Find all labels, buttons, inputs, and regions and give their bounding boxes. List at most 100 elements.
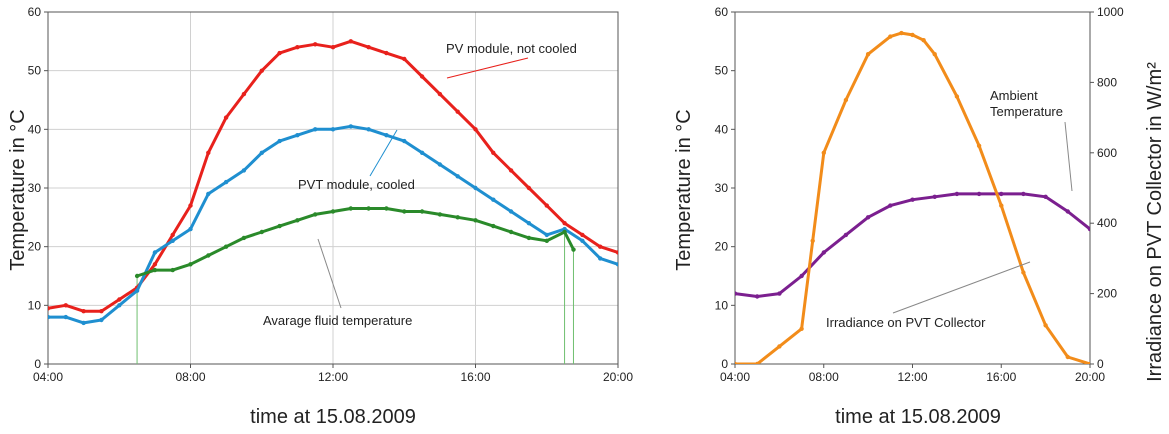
series-point — [170, 238, 175, 243]
right-plot-area — [735, 30, 1090, 364]
y-tick-label: 40 — [715, 122, 729, 136]
series-point — [999, 191, 1004, 197]
series-point — [295, 45, 300, 50]
y-tick-label: 50 — [28, 64, 42, 78]
right-series — [735, 30, 1090, 364]
series-point — [134, 273, 140, 279]
y-tick-label: 20 — [715, 240, 729, 254]
y-tick-label: 0 — [721, 357, 728, 371]
series-point — [348, 124, 353, 129]
series-point — [241, 168, 247, 173]
y2-tick-label: 1000 — [1097, 5, 1124, 19]
series-point — [954, 94, 960, 99]
series-line-2 — [135, 207, 575, 278]
x-tick-label: 16:00 — [986, 370, 1016, 384]
series-point — [402, 209, 407, 214]
y-tick-label: 50 — [715, 64, 729, 78]
series-point — [295, 218, 300, 223]
left-plot-area — [48, 39, 618, 364]
series-point — [899, 30, 904, 36]
left-y-ticks: 0 10 20 30 40 50 60 — [28, 5, 48, 371]
right-y-ticks: 0 10 20 30 40 50 60 — [715, 5, 735, 371]
series-point — [473, 185, 478, 191]
series-point — [473, 218, 478, 223]
series-point — [615, 250, 618, 255]
series-point — [755, 361, 760, 364]
series-point — [206, 191, 211, 197]
series-point — [777, 291, 782, 296]
series-point — [562, 229, 567, 235]
series-point — [241, 91, 247, 97]
series-point — [508, 209, 514, 214]
y-tick-label: 60 — [715, 5, 729, 19]
series-point — [223, 115, 229, 120]
series-point — [99, 317, 104, 323]
annotation-ambient-line2: Temperature — [990, 104, 1063, 119]
series-point — [313, 212, 318, 217]
y-tick-label: 20 — [28, 240, 42, 254]
y2-tick-label: 400 — [1097, 216, 1117, 230]
x-tick-label: 20:00 — [603, 370, 633, 384]
series-point — [810, 238, 815, 243]
y-tick-label: 10 — [715, 298, 729, 312]
annotation-irradiance: Irradiance on PVT Collector — [826, 315, 986, 330]
series-point — [473, 127, 478, 132]
series-point — [455, 215, 460, 220]
series-point — [223, 179, 229, 185]
series-point — [491, 223, 496, 229]
series-point — [755, 294, 760, 299]
series-point — [259, 229, 264, 235]
annotation-leader-pv — [446, 57, 529, 79]
series-point — [134, 288, 140, 293]
series-point — [1043, 194, 1048, 199]
x-tick-label: 12:00 — [897, 370, 927, 384]
series-point — [419, 150, 425, 155]
left-drop-lines — [136, 232, 574, 364]
series-point — [921, 38, 926, 43]
series-point — [152, 267, 158, 273]
x-tick-label: 12:00 — [318, 370, 348, 384]
series-point — [491, 197, 496, 202]
right-y2-ticks: 0 200 400 600 800 1000 — [1090, 5, 1124, 371]
series-point — [63, 314, 68, 320]
series-point — [1087, 226, 1090, 232]
series-point — [419, 74, 425, 79]
series-line-1 — [735, 31, 1090, 364]
series-point — [455, 109, 460, 114]
series-point — [910, 197, 915, 202]
series-point — [330, 209, 336, 214]
series-point — [843, 97, 849, 103]
series-point — [366, 45, 371, 50]
series-point — [81, 320, 86, 326]
series-point — [1087, 361, 1090, 364]
series-point — [976, 191, 982, 197]
annotation-leader-fluid — [317, 238, 342, 309]
y-tick-label: 40 — [28, 122, 42, 136]
series-point — [348, 206, 353, 211]
series-point — [170, 232, 175, 238]
series-point — [277, 138, 282, 144]
series-point — [277, 50, 282, 56]
series-point — [544, 203, 549, 208]
left-y-axis-label: Temperature in °C — [7, 109, 29, 270]
right-x-axis-label: time at 15.08.2009 — [835, 406, 1001, 428]
series-point — [223, 244, 229, 249]
series-point — [152, 262, 158, 267]
series-point — [932, 194, 937, 199]
series-point — [1065, 354, 1071, 360]
series-point — [888, 203, 893, 208]
annotation-leader-ambient — [1064, 121, 1073, 192]
series-point — [313, 127, 318, 132]
series-point — [384, 206, 389, 211]
series-point — [526, 185, 532, 191]
series-point — [81, 309, 86, 314]
series-point — [777, 344, 782, 349]
right-y2-axis-label: Irradiance on PVT Collector in W/m² — [1144, 62, 1166, 382]
annotation-fluid-temperature: Avarage fluid temperature — [263, 313, 412, 328]
series-point — [526, 221, 532, 226]
x-tick-label: 08:00 — [809, 370, 839, 384]
x-tick-label: 20:00 — [1075, 370, 1105, 384]
annotation-leader-irradiance — [892, 261, 1031, 314]
series-point — [99, 309, 104, 314]
series-point — [366, 206, 371, 211]
